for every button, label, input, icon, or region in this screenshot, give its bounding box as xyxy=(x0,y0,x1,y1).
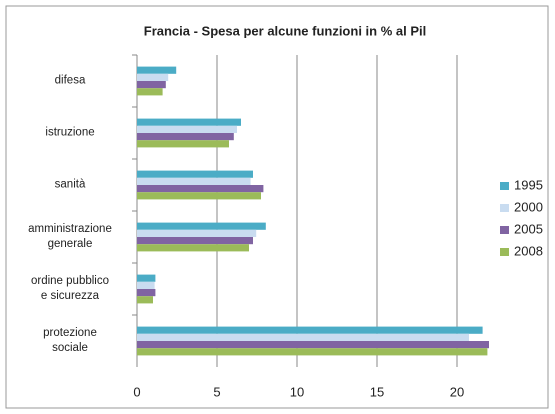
bar xyxy=(137,326,483,334)
bar xyxy=(137,81,166,89)
bar xyxy=(137,274,156,282)
y-tick-label: ordine pubblico e sicurezza xyxy=(30,275,109,302)
bar xyxy=(137,118,241,126)
y-tick-label: protezione sociale xyxy=(43,327,97,354)
bar xyxy=(137,192,261,200)
bar xyxy=(137,333,469,341)
bar xyxy=(137,244,249,252)
x-tick-label: 0 xyxy=(133,384,140,399)
y-tick-label: difesa xyxy=(54,74,86,87)
bar xyxy=(137,125,237,133)
bar xyxy=(137,348,488,356)
bar xyxy=(137,237,253,245)
chart-title: Francia - Spesa per alcune funzioni in %… xyxy=(144,23,426,38)
bar xyxy=(137,229,257,237)
legend-label: 2000 xyxy=(514,199,543,214)
bar xyxy=(137,133,234,141)
bar xyxy=(137,140,229,148)
legend-swatch xyxy=(500,204,509,212)
legend-swatch xyxy=(500,182,509,190)
bar xyxy=(137,185,264,193)
y-tick-label: sanità xyxy=(54,178,86,191)
x-tick-label: 20 xyxy=(450,384,464,399)
x-tick-label: 5 xyxy=(213,384,220,399)
legend-swatch xyxy=(500,226,509,234)
bar xyxy=(137,66,177,74)
bar xyxy=(137,296,153,304)
bar xyxy=(137,281,155,289)
bar xyxy=(137,341,489,349)
bar xyxy=(137,177,251,185)
legend-swatch xyxy=(500,248,509,256)
y-tick-label: amministrazione generale xyxy=(28,223,112,250)
bar xyxy=(137,170,253,178)
bar xyxy=(137,222,266,230)
bar xyxy=(137,88,163,96)
legend-label: 1995 xyxy=(514,177,543,192)
legend-label: 2005 xyxy=(514,221,543,236)
bar xyxy=(137,289,156,297)
x-tick-label: 15 xyxy=(370,384,384,399)
x-tick-label: 10 xyxy=(290,384,304,399)
y-tick-label: istruzione xyxy=(45,126,95,139)
legend-label: 2008 xyxy=(514,243,543,258)
bar xyxy=(137,73,169,81)
